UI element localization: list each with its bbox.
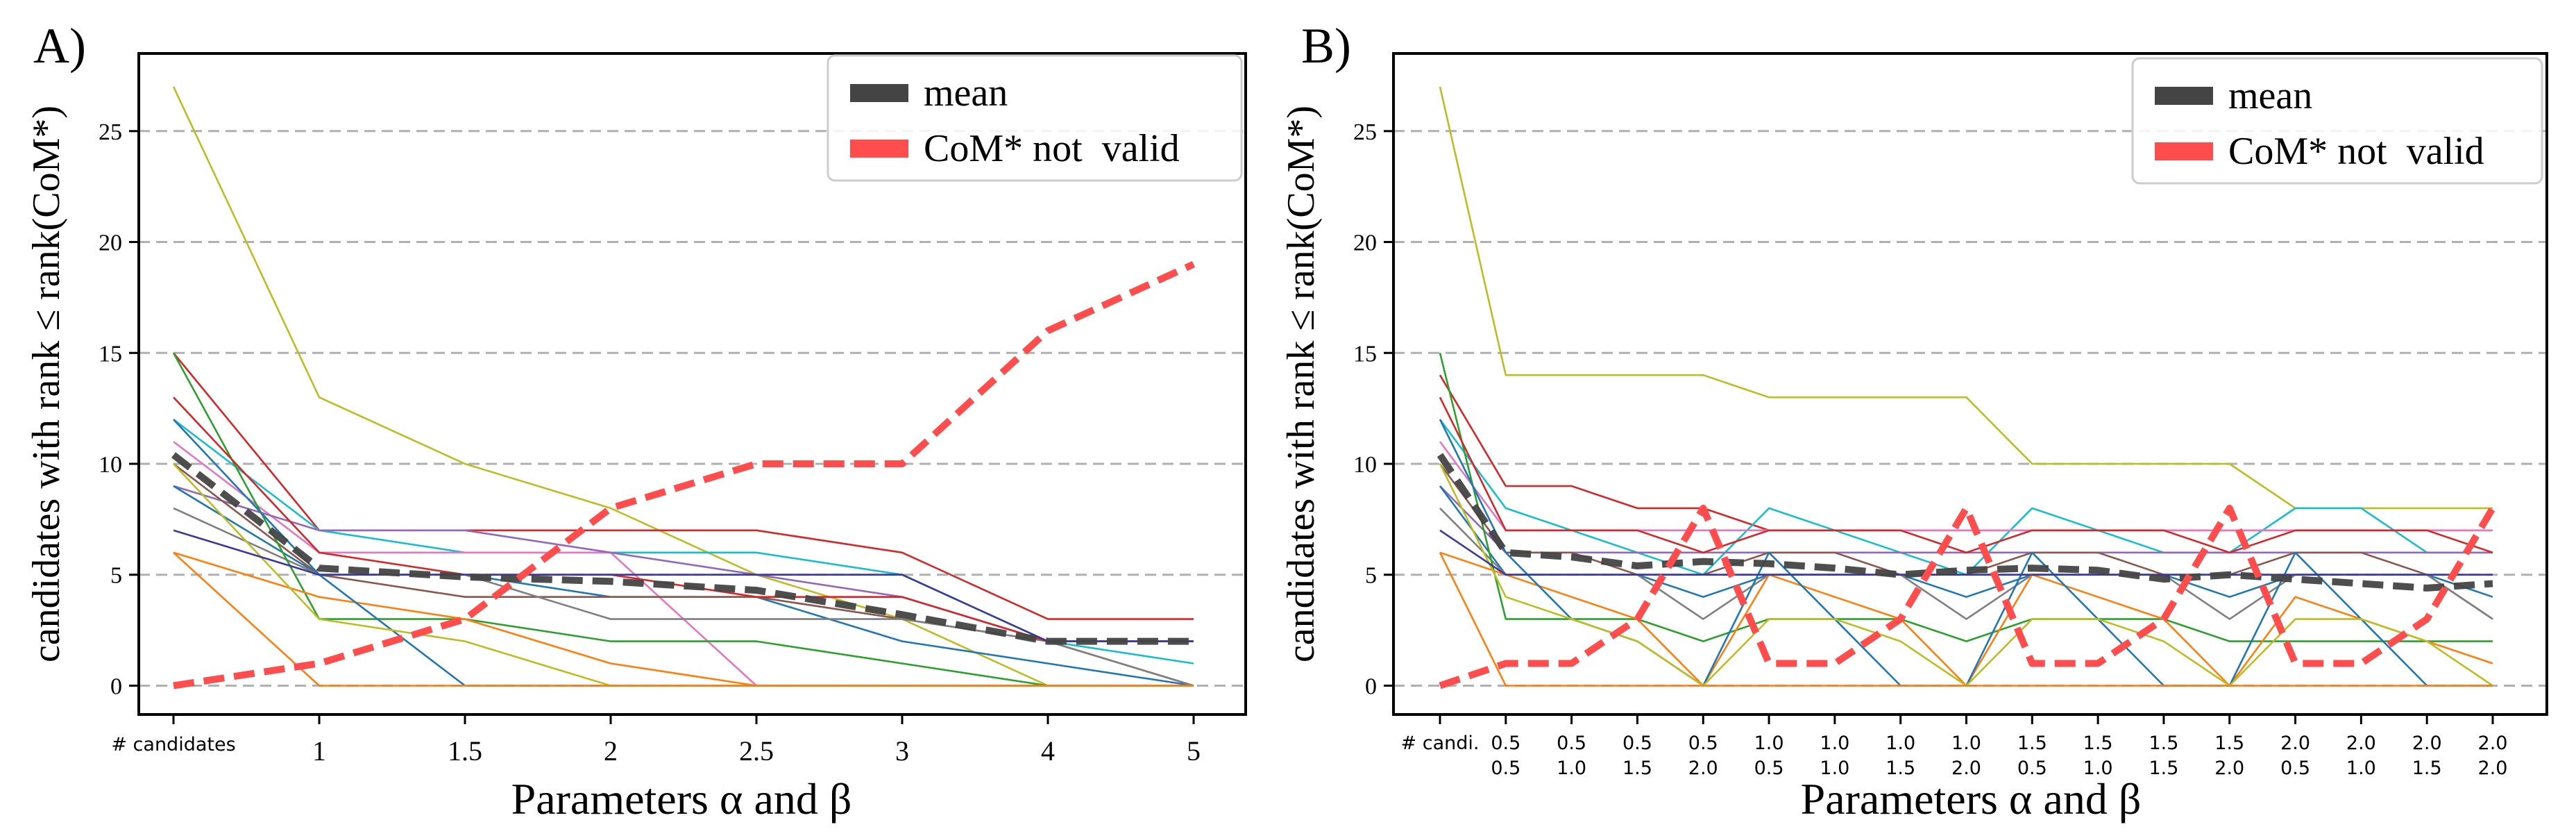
legend-swatch (2155, 142, 2213, 160)
x-tick-label: 1.5 (2083, 733, 2113, 754)
y-tick-label: 25 (1353, 119, 1377, 145)
x-tick-label: # candi. (1401, 733, 1480, 754)
plot-frame (1392, 52, 2548, 716)
series-line-run-13 (173, 551, 1194, 687)
x-tick-label-second-line: 0.5 (2017, 758, 2047, 779)
x-tick-label: 0.5 (1688, 733, 1718, 754)
x-axis-title: Parameters α and β (1801, 774, 2142, 824)
x-tick-label: 1.0 (1951, 733, 1981, 754)
series-line-mean (171, 452, 1194, 645)
series-line-run-1 (172, 86, 1194, 687)
series-line-run-8 (1439, 507, 2493, 620)
x-tick-label: 2.0 (2346, 733, 2376, 754)
x-tick-label-second-line: 0.5 (1491, 758, 1520, 779)
y-tick-label: 0 (1365, 674, 1377, 699)
x-tick-label-second-line: 0.5 (2280, 758, 2310, 779)
y-tick-label: 5 (110, 563, 122, 589)
legend-swatch (850, 84, 908, 102)
y-axis-title: candidates with rank ≤ rank(CoM*) (25, 106, 68, 662)
x-tick-label: 0.5 (1491, 733, 1520, 754)
y-tick-label: 20 (1353, 231, 1377, 256)
x-tick-label: 1.5 (2149, 733, 2178, 754)
series-line-run-15 (1439, 529, 2493, 576)
y-tick-label: 15 (99, 341, 122, 367)
series-line-run-9 (1439, 352, 2493, 642)
y-tick-label: 20 (99, 231, 122, 256)
series-line-com-not-valid (1439, 504, 2496, 689)
series-line-run-9 (172, 352, 1194, 687)
series-line-run-14 (1439, 396, 2493, 554)
x-tick-label: 2 (604, 735, 618, 767)
x-tick-label-second-line: 1.0 (2083, 758, 2113, 779)
series-line-run-5 (1439, 485, 2493, 554)
x-tick-label: 3 (895, 735, 909, 767)
x-tick-label: 2.0 (2412, 733, 2442, 754)
x-tick-label-second-line: 2.0 (1688, 758, 1718, 779)
x-tick-label: # candidates (111, 734, 235, 755)
series-line-run-15 (173, 529, 1194, 642)
y-tick-label: 25 (99, 119, 122, 145)
legend-label: CoM* not valid (924, 127, 1180, 170)
series-line-com-not-valid (173, 260, 1196, 689)
x-axis-title: Parameters α and β (511, 774, 852, 824)
legend-swatch (850, 140, 908, 158)
x-tick-label: 2.5 (739, 735, 774, 767)
x-tick-label-second-line: 1.0 (2346, 758, 2376, 779)
x-tick-label: 1.5 (448, 735, 482, 767)
x-tick-label: 5 (1187, 735, 1201, 767)
x-tick-label-second-line: 2.0 (2478, 758, 2508, 779)
x-tick-label: 2.0 (2280, 733, 2310, 754)
series-line-mean (1437, 453, 2493, 592)
x-tick-label: 1.5 (2214, 733, 2244, 754)
x-tick-label-second-line: 1.5 (1886, 758, 1915, 779)
legend-label: mean (2228, 74, 2312, 117)
x-tick-label-second-line: 1.5 (2412, 758, 2442, 779)
plot-frame (137, 52, 1247, 716)
x-tick-label: 1.0 (1886, 733, 1915, 754)
series-line-run-13 (1439, 552, 2493, 687)
x-tick-label-second-line: 1.0 (1820, 758, 1849, 779)
panel-label: A) (33, 18, 86, 74)
x-tick-label: 1.0 (1754, 733, 1784, 754)
x-tick-label-second-line: 1.5 (2149, 758, 2178, 779)
x-tick-label: 4 (1041, 735, 1055, 767)
legend-label: mean (924, 72, 1008, 115)
x-tick-label-second-line: 2.0 (1951, 758, 1981, 779)
x-tick-label: 1.5 (2017, 733, 2047, 754)
x-tick-label: 2.0 (2478, 733, 2508, 754)
x-tick-label: 1.0 (1820, 733, 1849, 754)
series-line-run-7 (1439, 463, 2493, 620)
legend: mean CoM* not valid (2131, 57, 2543, 185)
series-line-run-14 (173, 396, 1194, 642)
x-tick-label-second-line: 0.5 (1754, 758, 1784, 779)
x-tick-label: 0.5 (1557, 733, 1586, 754)
y-tick-label: 15 (1353, 341, 1377, 367)
y-tick-label: 10 (1353, 452, 1377, 478)
legend-box (2131, 57, 2543, 185)
legend: mean CoM* not valid (827, 54, 1243, 182)
legend-swatch (2155, 87, 2213, 105)
series-line-run-3 (1439, 419, 2493, 576)
y-axis-title: candidates with rank ≤ rank(CoM*) (1280, 106, 1323, 662)
y-tick-label: 0 (110, 674, 122, 699)
chart-panel-a: 0 5 10 15 20 25 # candidates 1 1.5 2 2.5 3 4 5 Paramet… (25, 18, 1247, 824)
x-tick-label: 0.5 (1622, 733, 1652, 754)
x-tick-label: 1 (312, 735, 326, 767)
x-tick-label-second-line: 1.5 (1622, 758, 1652, 779)
panel-label: B) (1301, 18, 1351, 74)
y-tick-label: 5 (1365, 563, 1377, 589)
y-tick-label: 10 (99, 452, 122, 478)
x-tick-label-second-line: 2.0 (2214, 758, 2244, 779)
legend-label: CoM* not valid (2228, 130, 2484, 173)
chart-panel-b: 0 5 10 15 20 25 # candi. 0.5 0.5 0.5 1.0 0.5 1.5 0.5 2… (1280, 18, 2548, 824)
legend-box (827, 54, 1243, 182)
x-tick-label-second-line: 1.0 (1557, 758, 1586, 779)
